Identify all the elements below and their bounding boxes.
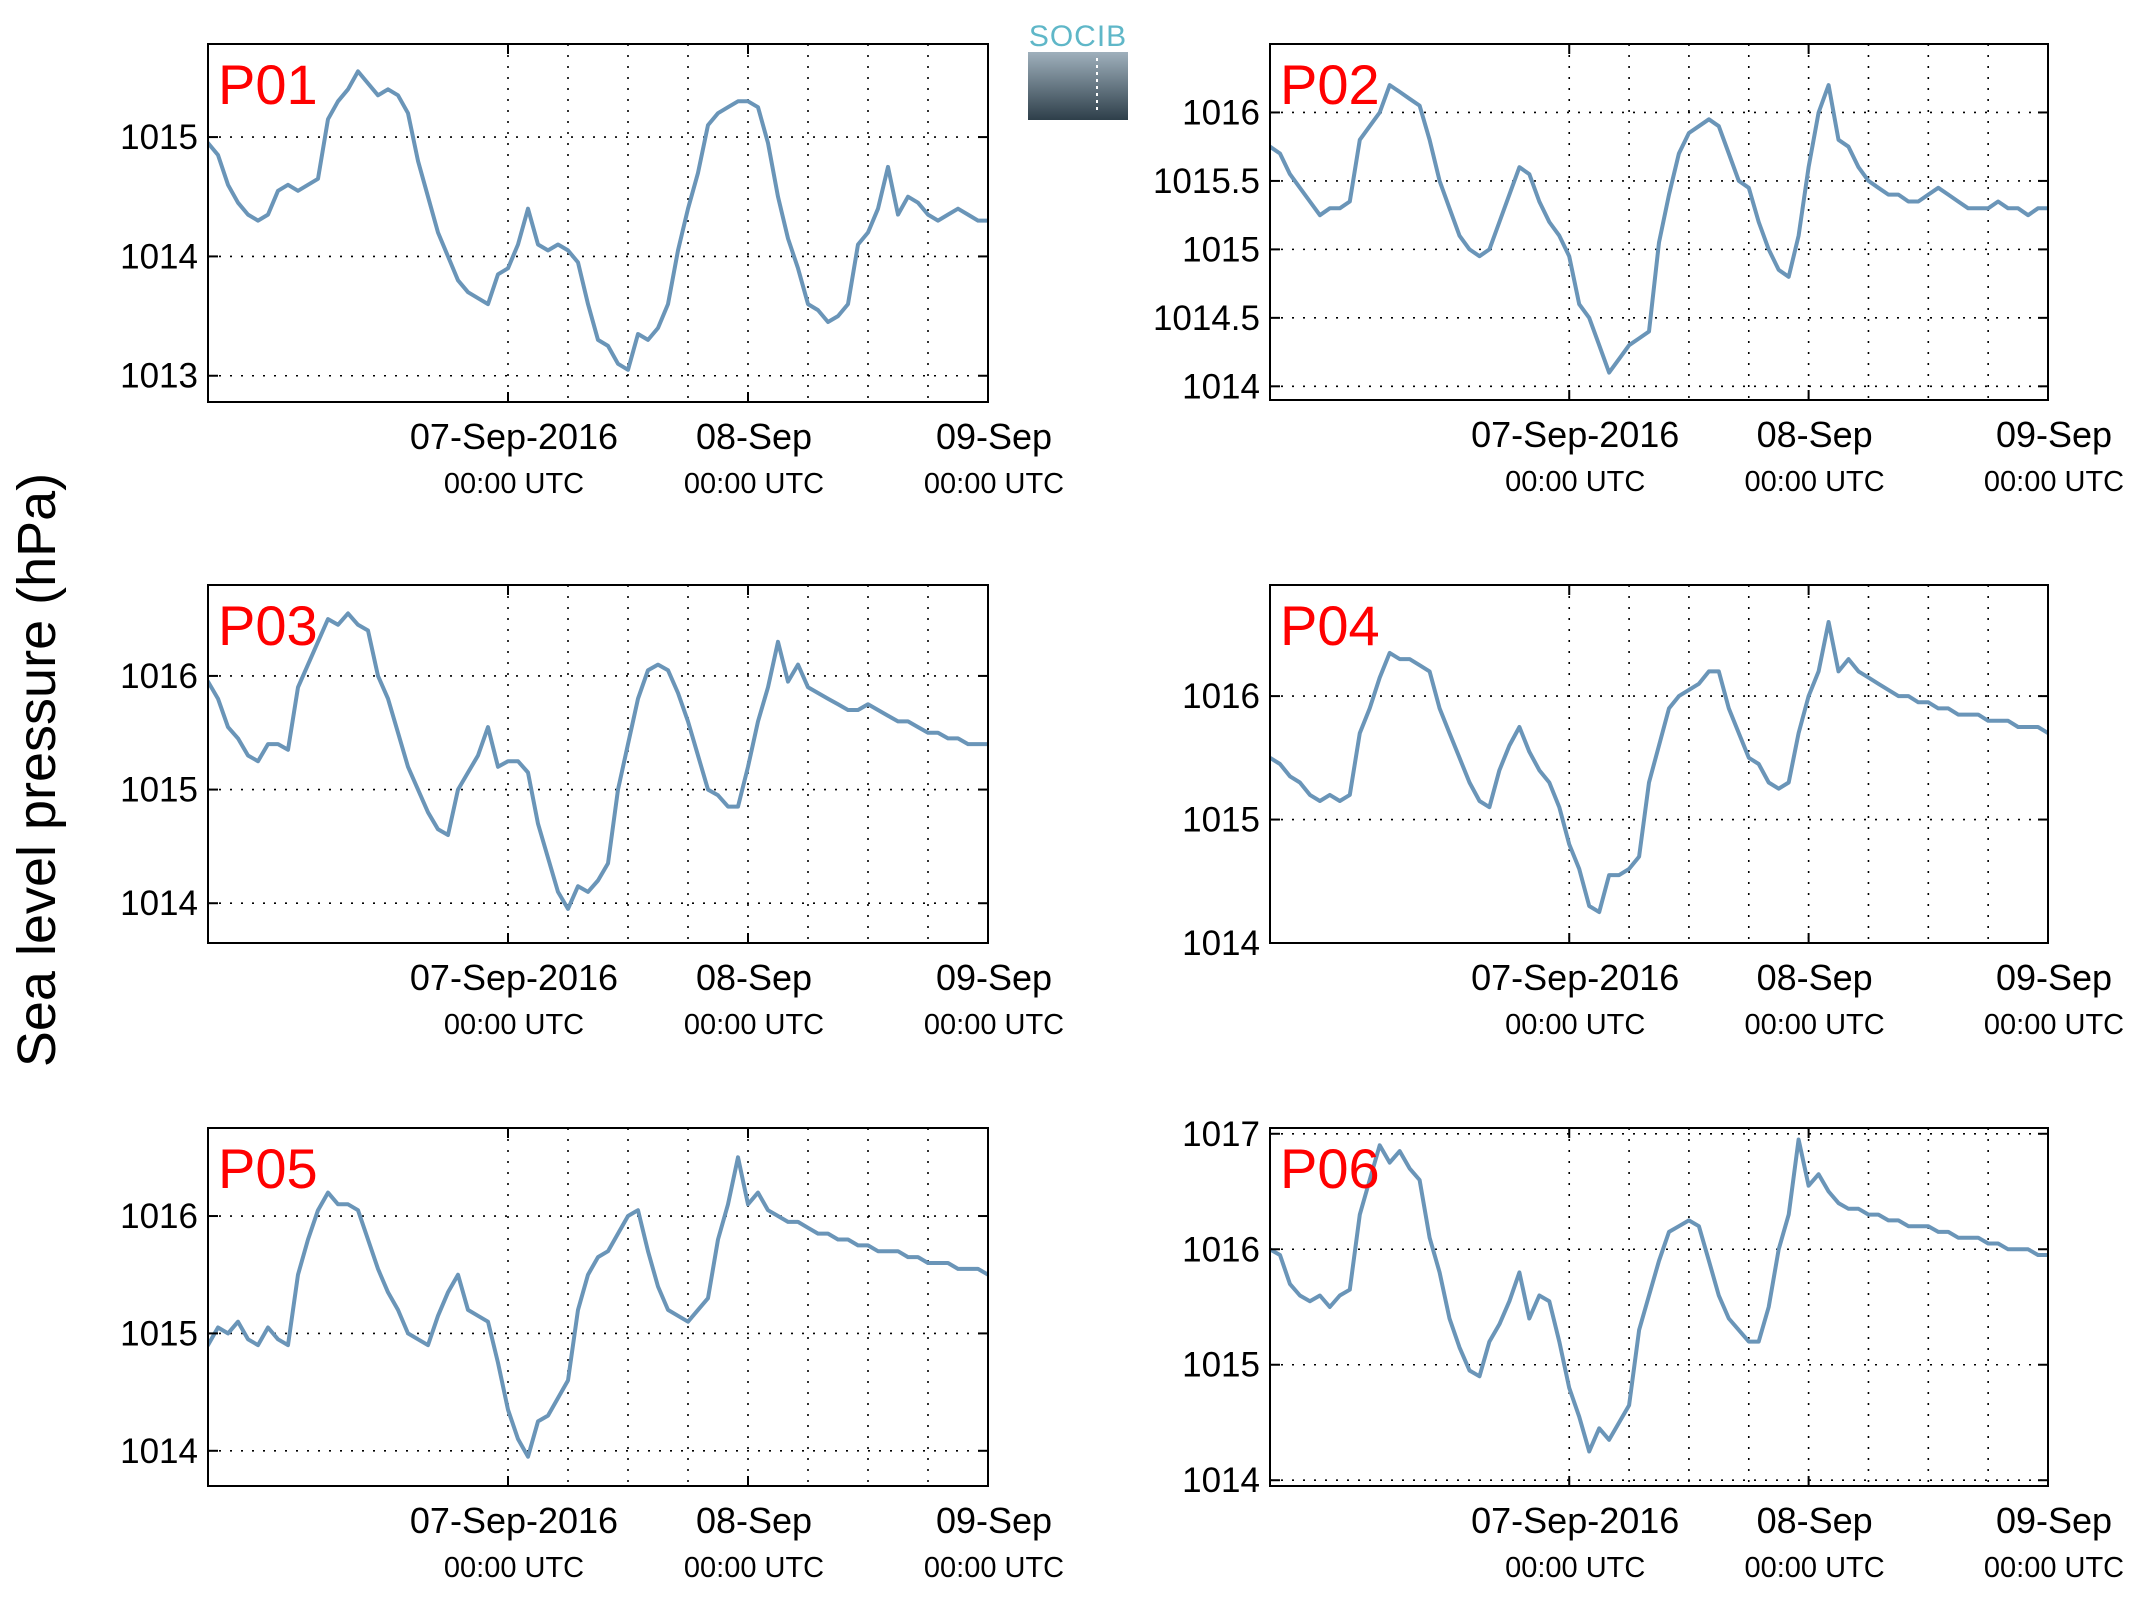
y-tick-label: 1015 (120, 1314, 198, 1353)
chart-panel-p06: 1014 1015 1016 1017 07-Sep-2016 00:00 UTC 08-S… (1182, 1115, 2124, 1584)
y-tick-label: 1015 (120, 118, 198, 157)
y-tick-label: 1014 (1182, 924, 1260, 963)
y-tick-label: 1014 (120, 1432, 198, 1471)
y-tick-label: 1014 (120, 237, 198, 276)
socib-logo: SOCIB (1028, 20, 1128, 120)
x-tick-sublabel: 00:00 UTC (684, 1009, 824, 1041)
x-tick-label: 07-Sep-2016 (410, 1500, 618, 1541)
y-tick-label: 1015 (1182, 230, 1260, 269)
y-tick-label: 1015 (1182, 1346, 1260, 1385)
x-tick-sublabel: 00:00 UTC (1984, 466, 2124, 498)
panel-label: P06 (1280, 1137, 1380, 1200)
axes-frame (207, 43, 989, 403)
y-tick-label: 1016 (120, 1197, 198, 1236)
x-tick-label: 08-Sep (1757, 1500, 1873, 1541)
y-tick-label: 1016 (1182, 93, 1260, 132)
chart-panel-p05: 1014 1015 1016 07-Sep-2016 00:00 UTC 08-Sep 00… (120, 1127, 1064, 1584)
x-tick-sublabel: 00:00 UTC (1744, 466, 1884, 498)
x-tick-sublabel: 00:00 UTC (1505, 466, 1645, 498)
axes-frame (1269, 584, 2049, 944)
x-tick-label: 09-Sep (936, 1500, 1052, 1541)
y-tick-label: 1017 (1182, 1115, 1260, 1154)
axes-frame (207, 584, 989, 944)
x-tick-sublabel: 00:00 UTC (924, 1552, 1064, 1584)
x-tick-sublabel: 00:00 UTC (684, 468, 824, 500)
x-tick-sublabel: 00:00 UTC (444, 1552, 584, 1584)
series-line (208, 1155, 988, 1459)
x-tick-label: 07-Sep-2016 (1471, 414, 1679, 455)
x-tick-sublabel: 00:00 UTC (924, 468, 1064, 500)
x-tick-sublabel: 00:00 UTC (1505, 1009, 1645, 1041)
x-tick-label: 08-Sep (1757, 414, 1873, 455)
panel-label: P03 (218, 594, 318, 657)
logo-text: SOCIB (1029, 20, 1127, 53)
axes-frame (207, 1127, 989, 1487)
panel-label: P05 (218, 1137, 318, 1200)
x-tick-sublabel: 00:00 UTC (444, 1009, 584, 1041)
x-tick-label: 09-Sep (1996, 414, 2112, 455)
chart-panels: 1013 1014 1015 07-Sep-2016 00:00 UTC 08-Sep 00… (120, 43, 2124, 1584)
y-tick-label: 1016 (1182, 677, 1260, 716)
chart-panel-p04: 1014 1015 1016 07-Sep-2016 00:00 UTC 08-Sep 00… (1182, 584, 2124, 1041)
axes-frame (1269, 1127, 2049, 1487)
y-tick-label: 1016 (120, 657, 198, 696)
chart-panel-p02: 1014 1014.5 1015 1015.5 1016 07-Sep-2016 00:00… (1153, 43, 2124, 498)
series-line (1270, 1137, 2048, 1454)
panel-label: P04 (1280, 594, 1380, 657)
y-tick-label: 1014.5 (1153, 299, 1260, 338)
logo-mark (1028, 52, 1128, 120)
x-tick-label: 09-Sep (1996, 957, 2112, 998)
series-line (1270, 83, 2048, 375)
x-tick-sublabel: 00:00 UTC (1744, 1552, 1884, 1584)
y-tick-label: 1015 (120, 771, 198, 810)
x-tick-sublabel: 00:00 UTC (1984, 1552, 2124, 1584)
x-tick-label: 07-Sep-2016 (1471, 957, 1679, 998)
x-tick-label: 07-Sep-2016 (410, 957, 618, 998)
series-line (208, 69, 988, 372)
series-line (208, 611, 988, 911)
y-tick-label: 1015.5 (1153, 162, 1260, 201)
x-tick-label: 08-Sep (696, 957, 812, 998)
x-tick-sublabel: 00:00 UTC (1505, 1552, 1645, 1584)
y-tick-label: 1013 (120, 357, 198, 396)
series-line (1270, 620, 2048, 915)
x-tick-label: 08-Sep (696, 416, 812, 457)
x-tick-label: 09-Sep (936, 416, 1052, 457)
x-tick-label: 08-Sep (696, 1500, 812, 1541)
y-tick-label: 1016 (1182, 1230, 1260, 1269)
x-tick-label: 08-Sep (1757, 957, 1873, 998)
y-tick-label: 1014 (1182, 1461, 1260, 1500)
y-tick-label: 1015 (1182, 801, 1260, 840)
panel-label: P02 (1280, 53, 1380, 116)
axes-frame (1269, 43, 2049, 401)
x-tick-sublabel: 00:00 UTC (1984, 1009, 2124, 1041)
x-tick-label: 07-Sep-2016 (410, 416, 618, 457)
x-tick-sublabel: 00:00 UTC (444, 468, 584, 500)
x-tick-sublabel: 00:00 UTC (1744, 1009, 1884, 1041)
y-tick-label: 1014 (1182, 367, 1260, 406)
chart-panel-p03: 1014 1015 1016 07-Sep-2016 00:00 UTC 08-Sep 00… (120, 584, 1064, 1041)
y-axis-label: Sea level pressure (hPa) (7, 473, 67, 1067)
chart-panel-p01: 1013 1014 1015 07-Sep-2016 00:00 UTC 08-Sep 00… (120, 43, 1064, 500)
x-tick-label: 09-Sep (1996, 1500, 2112, 1541)
x-tick-sublabel: 00:00 UTC (924, 1009, 1064, 1041)
x-tick-label: 09-Sep (936, 957, 1052, 998)
x-tick-sublabel: 00:00 UTC (684, 1552, 824, 1584)
panel-label: P01 (218, 53, 318, 116)
x-tick-label: 07-Sep-2016 (1471, 1500, 1679, 1541)
y-tick-label: 1014 (120, 884, 198, 923)
